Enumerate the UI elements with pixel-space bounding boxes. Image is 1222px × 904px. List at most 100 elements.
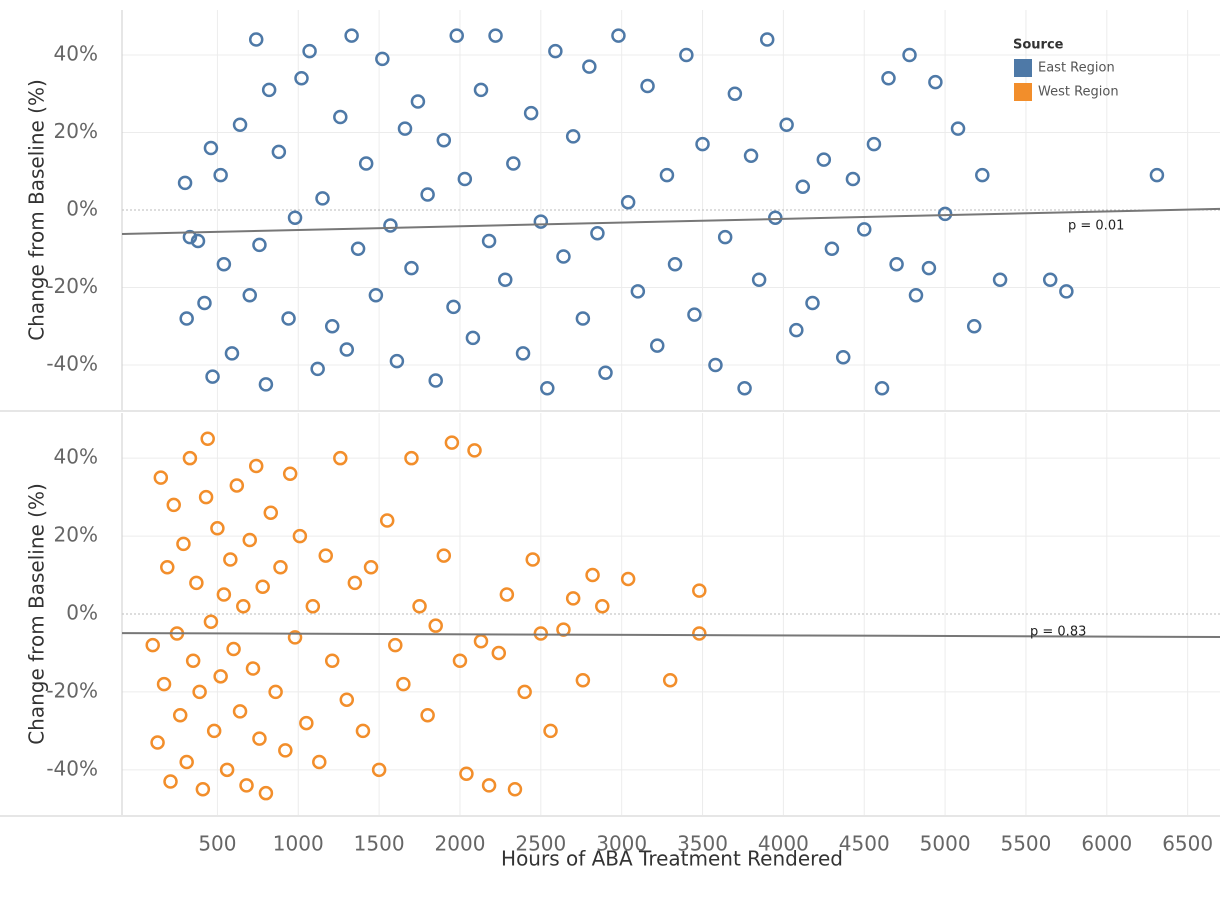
point: [226, 641, 241, 657]
point: [197, 295, 212, 311]
point: [467, 443, 482, 458]
point: [582, 59, 597, 74]
point: [182, 229, 198, 245]
y-tick-label: 40%: [54, 41, 98, 65]
point: [239, 778, 254, 793]
point: [805, 295, 820, 311]
y-tick-label: -40%: [46, 352, 98, 376]
point: [160, 560, 175, 575]
point: [543, 723, 558, 739]
point: [339, 342, 355, 357]
x-tick-label: 5500: [1000, 832, 1051, 856]
point: [428, 373, 443, 388]
point: [695, 136, 710, 152]
point: [282, 466, 298, 482]
point: [216, 257, 232, 272]
point: [497, 272, 513, 288]
point: [232, 704, 248, 719]
point: [966, 319, 982, 334]
point: [344, 28, 359, 43]
point: [368, 288, 384, 303]
point: [358, 156, 374, 171]
point: [397, 121, 413, 136]
y-tick-label: 0%: [66, 601, 98, 625]
point: [630, 284, 646, 299]
point: [312, 754, 327, 770]
point: [198, 489, 214, 505]
point: [255, 579, 270, 594]
point: [845, 171, 861, 187]
point: [315, 191, 330, 206]
point: [856, 222, 872, 237]
point: [436, 132, 452, 148]
point: [491, 645, 507, 661]
point: [816, 152, 832, 167]
point: [339, 692, 355, 707]
point: [737, 381, 752, 396]
point: [595, 598, 610, 614]
point: [185, 653, 201, 668]
point: [515, 346, 531, 361]
point: [717, 229, 733, 245]
point: [488, 28, 503, 43]
point: [446, 299, 461, 315]
point: [177, 175, 193, 191]
point: [176, 536, 191, 552]
point: [444, 435, 460, 450]
point: [229, 478, 245, 493]
x-tick-label: 2500: [515, 832, 566, 856]
point: [333, 450, 348, 466]
point: [759, 32, 775, 47]
point: [324, 319, 340, 334]
x-tick-label: 6000: [1081, 832, 1132, 856]
point: [667, 257, 683, 272]
point: [473, 82, 489, 98]
point: [499, 587, 515, 602]
point: [975, 167, 990, 183]
point: [506, 156, 521, 171]
legend-label: East Region: [1038, 61, 1115, 76]
point: [195, 782, 211, 797]
x-tick-label: 1500: [354, 832, 405, 856]
x-tick-label: 1000: [273, 832, 324, 856]
trend-line: [121, 632, 1221, 638]
y-tick-label: 20%: [54, 119, 98, 143]
point: [232, 117, 248, 132]
point: [242, 532, 257, 548]
point: [294, 70, 309, 86]
point: [452, 653, 468, 668]
y-tick-label: -20%: [46, 274, 98, 298]
point: [213, 669, 228, 684]
trend-line: [121, 207, 1221, 236]
point: [620, 571, 636, 587]
annotation: p = 0.01: [1068, 219, 1124, 234]
point: [205, 369, 220, 384]
point: [992, 272, 1008, 288]
point: [150, 735, 165, 750]
point: [465, 330, 481, 346]
point: [889, 257, 904, 272]
point: [565, 591, 581, 606]
point: [248, 32, 264, 47]
point: [153, 470, 169, 485]
point: [1042, 272, 1058, 288]
point: [659, 167, 675, 183]
point: [248, 458, 264, 474]
x-tick-label: 4000: [758, 832, 809, 856]
point: [355, 723, 371, 739]
point: [163, 774, 178, 789]
point: [271, 144, 287, 160]
point: [278, 743, 293, 758]
y-tick-label: 40%: [54, 445, 98, 469]
point: [396, 676, 411, 692]
point: [908, 288, 924, 303]
point: [179, 754, 194, 770]
point: [216, 587, 232, 602]
point: [375, 51, 390, 67]
point: [223, 552, 238, 567]
point: [620, 194, 636, 210]
annotation: p = 0.83: [1030, 625, 1086, 640]
point: [548, 43, 563, 59]
point: [363, 560, 379, 575]
